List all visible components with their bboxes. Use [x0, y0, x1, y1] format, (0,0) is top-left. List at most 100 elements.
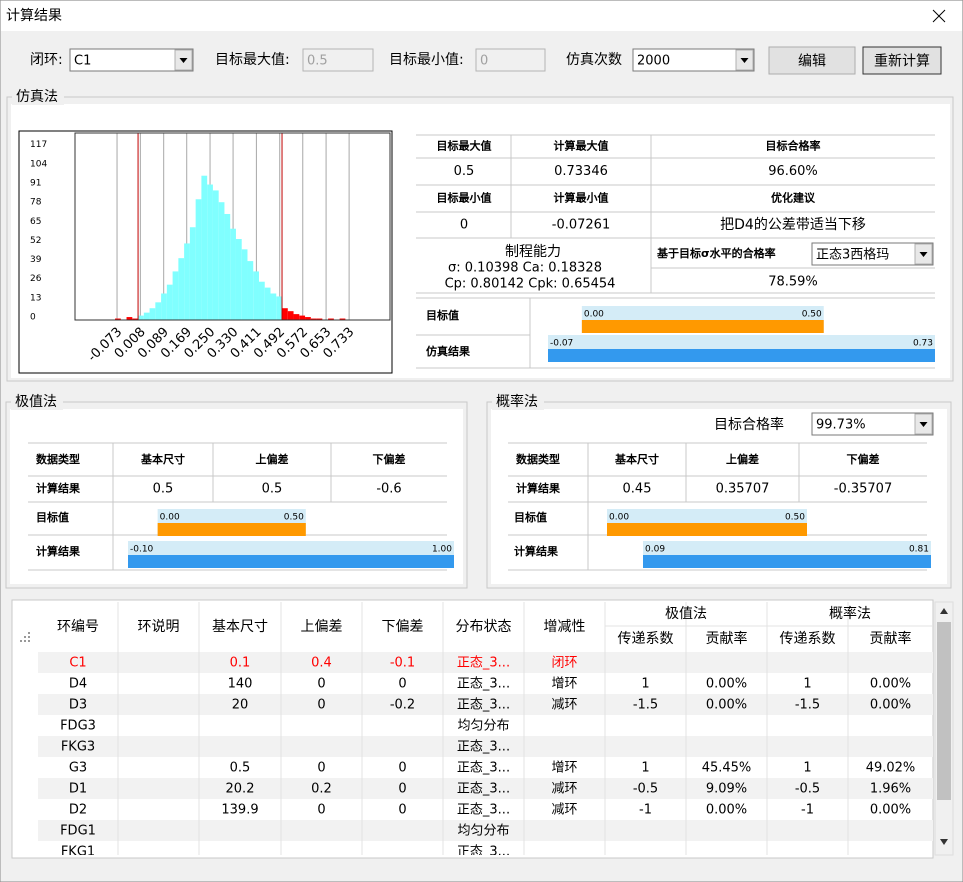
table-header: 上偏差 — [726, 452, 759, 466]
table-cell: -0.1 — [390, 656, 415, 671]
table-cell: 减环 — [551, 698, 577, 713]
close-button[interactable] — [932, 9, 946, 23]
range-label: 仿真结果 — [426, 344, 470, 358]
row-bg — [38, 778, 933, 799]
table-cell: 减环 — [551, 782, 577, 797]
range-value-label: 0.73 — [913, 339, 933, 349]
range-label: 目标值 — [514, 510, 547, 524]
table-cell: 49.02% — [866, 761, 916, 776]
histogram-bar — [143, 312, 150, 320]
range-value-label: 0.50 — [785, 513, 805, 523]
histogram-bar — [195, 199, 202, 320]
histogram-bar — [264, 287, 271, 320]
button-label[interactable]: 重新计算 — [874, 54, 930, 70]
range-label: 计算结果 — [514, 544, 558, 558]
grip-dot — [28, 632, 30, 634]
table-cell: -1 — [639, 803, 652, 818]
sim-count-combo[interactable] — [632, 48, 755, 72]
table-cell: 0 — [317, 677, 325, 692]
histogram-bar — [258, 281, 265, 320]
histogram-bar — [207, 184, 213, 320]
recalc-button[interactable]: 重新计算 — [862, 46, 942, 75]
combo-box — [632, 48, 755, 72]
table-cell: -1.5 — [633, 698, 658, 713]
column-header: 下偏差 — [382, 619, 424, 635]
histogram-bar — [132, 318, 139, 320]
title-bar — [1, 1, 962, 31]
table-header: 数据类型 — [516, 452, 560, 466]
table-cell: 1 — [803, 761, 811, 776]
table-cell: 0.35707 — [716, 482, 770, 497]
table-cell: 增环 — [551, 677, 577, 692]
histogram-bar — [161, 293, 167, 320]
table-cell: 140 — [228, 677, 253, 692]
range-label: 目标值 — [426, 308, 459, 322]
histogram-bar — [305, 317, 311, 320]
histogram-bar — [235, 239, 242, 320]
table-header: 下偏差 — [373, 452, 406, 466]
range-value-label: 0.81 — [909, 545, 929, 555]
combo-value: 99.73% — [816, 418, 866, 433]
table-cell: -1.5 — [795, 698, 820, 713]
y-tick-label: 13 — [30, 293, 41, 303]
table-cell: 正态_3... — [457, 803, 510, 818]
table-cell: 正态_3... — [457, 698, 510, 713]
y-tick-label: 26 — [30, 274, 42, 284]
sigma-combo[interactable] — [811, 242, 934, 266]
table-cell: 9.09% — [706, 782, 747, 797]
table-cell: 正态_3... — [457, 845, 510, 860]
y-tick-label: 39 — [30, 255, 42, 265]
row-bg — [38, 820, 933, 841]
table-header: 上偏差 — [256, 452, 289, 466]
histogram-bar — [253, 271, 259, 320]
summary-cell: 计算最小值 — [554, 191, 609, 205]
table-header: 下偏差 — [847, 452, 880, 466]
y-tick-label: 65 — [30, 217, 41, 227]
range-value-label: -0.10 — [130, 545, 154, 555]
table-header: 基本尺寸 — [140, 452, 185, 466]
group-box — [6, 96, 954, 382]
range-bar — [157, 523, 306, 536]
histogram-bar — [316, 318, 323, 320]
table-cell: 0 — [317, 803, 325, 818]
scrollbar[interactable] — [934, 601, 954, 856]
table-cell: 0 — [398, 761, 406, 776]
table-cell: -0.6 — [376, 482, 401, 497]
table-cell: 139.9 — [221, 803, 258, 818]
range-value-label: 0.50 — [284, 513, 304, 523]
histogram-bar — [282, 308, 288, 320]
sub-header: 贡献率 — [706, 630, 748, 647]
range-value-label: 0.09 — [645, 545, 665, 555]
group-title-bg — [12, 89, 64, 105]
table-header: 数据类型 — [36, 452, 80, 466]
button-face — [768, 46, 856, 75]
histogram-bar — [287, 311, 294, 320]
button-label[interactable]: 编辑 — [798, 54, 826, 70]
histogram-bar — [178, 258, 185, 320]
sub-header: 传递系数 — [618, 631, 674, 647]
table-cell: 正态_3... — [457, 782, 510, 797]
table-cell: 20 — [232, 698, 249, 713]
table-cell: D3 — [69, 698, 87, 713]
table-cell: 0 — [398, 803, 406, 818]
range-label: 目标值 — [36, 510, 69, 524]
max-value: 0.5 — [307, 54, 328, 69]
range-bar — [581, 320, 824, 333]
input-box — [302, 48, 374, 72]
table-cell: 0.00% — [706, 803, 747, 818]
table-cell: 0 — [317, 698, 325, 713]
summary-cell: 目标最小值 — [437, 191, 492, 205]
table-cell: 45.45% — [702, 761, 752, 776]
y-tick-label: 117 — [30, 140, 47, 150]
table-cell: -0.2 — [390, 698, 415, 713]
range-bar — [548, 349, 935, 362]
table-cell: FDG3 — [60, 719, 96, 734]
group-header: 概率法 — [829, 605, 871, 622]
group-header: 极值法 — [665, 606, 707, 622]
edit-button[interactable]: 编辑 — [768, 46, 856, 75]
column-header: 环说明 — [138, 619, 180, 635]
min-value: 0 — [480, 54, 488, 69]
loop-combo[interactable] — [69, 48, 194, 72]
column-header: 增减性 — [544, 619, 586, 635]
